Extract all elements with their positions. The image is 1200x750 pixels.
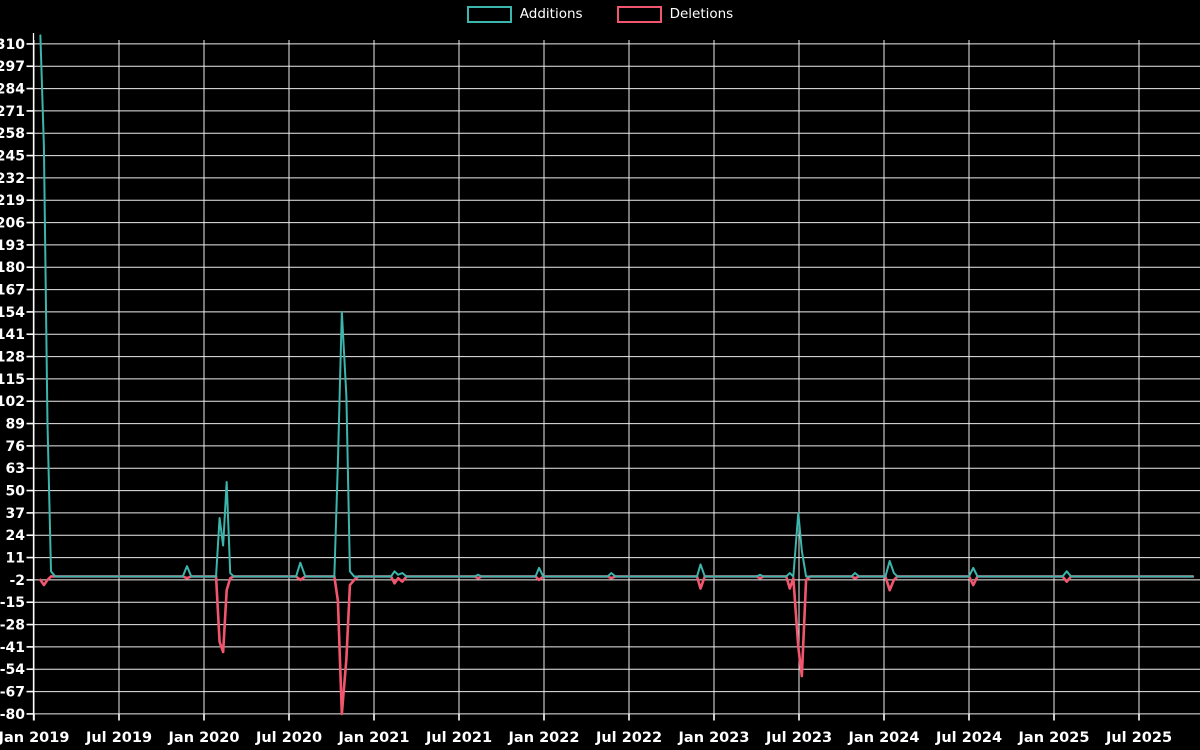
svg-text:115: 115 bbox=[0, 372, 25, 388]
svg-text:Jan 2021: Jan 2021 bbox=[338, 730, 410, 746]
svg-text:258: 258 bbox=[0, 126, 25, 142]
chart-legend: Additions Deletions bbox=[0, 6, 1200, 23]
deletions-swatch-icon bbox=[616, 6, 662, 23]
svg-text:245: 245 bbox=[0, 149, 25, 165]
svg-text:Jul 2024: Jul 2024 bbox=[935, 730, 1002, 746]
svg-text:50: 50 bbox=[6, 484, 26, 500]
svg-text:154: 154 bbox=[0, 305, 25, 321]
svg-text:89: 89 bbox=[6, 417, 25, 433]
legend-item-additions[interactable]: Additions bbox=[466, 5, 583, 23]
deletions-legend-label: Deletions bbox=[669, 5, 734, 22]
svg-text:271: 271 bbox=[0, 104, 25, 120]
svg-text:Jul 2019: Jul 2019 bbox=[85, 730, 152, 746]
svg-text:-15: -15 bbox=[0, 595, 25, 611]
svg-text:284: 284 bbox=[0, 82, 25, 98]
svg-text:76: 76 bbox=[6, 439, 25, 455]
svg-text:Jan 2022: Jan 2022 bbox=[508, 730, 580, 746]
svg-text:297: 297 bbox=[0, 59, 25, 75]
svg-text:-67: -67 bbox=[0, 685, 25, 701]
svg-text:206: 206 bbox=[0, 216, 25, 232]
svg-text:310: 310 bbox=[0, 37, 25, 53]
svg-text:Jul 2020: Jul 2020 bbox=[255, 730, 322, 746]
svg-text:-54: -54 bbox=[0, 662, 25, 678]
svg-text:Jan 2025: Jan 2025 bbox=[1018, 730, 1090, 746]
svg-text:-2: -2 bbox=[9, 573, 25, 589]
svg-text:-41: -41 bbox=[0, 640, 25, 656]
svg-text:Jan 2024: Jan 2024 bbox=[848, 730, 920, 746]
svg-text:11: 11 bbox=[6, 551, 25, 567]
svg-text:Jan 2020: Jan 2020 bbox=[168, 730, 240, 746]
legend-item-deletions[interactable]: Deletions bbox=[616, 5, 734, 23]
svg-text:-28: -28 bbox=[0, 618, 25, 634]
svg-text:102: 102 bbox=[0, 394, 25, 410]
svg-text:37: 37 bbox=[6, 506, 25, 522]
svg-text:232: 232 bbox=[0, 171, 25, 187]
svg-text:180: 180 bbox=[0, 260, 25, 276]
svg-text:167: 167 bbox=[0, 283, 25, 299]
additions-swatch-icon bbox=[466, 6, 512, 23]
svg-text:Jan 2023: Jan 2023 bbox=[678, 730, 750, 746]
svg-text:Jul 2021: Jul 2021 bbox=[425, 730, 492, 746]
svg-text:Jul 2023: Jul 2023 bbox=[765, 730, 832, 746]
svg-text:141: 141 bbox=[0, 327, 25, 343]
svg-text:219: 219 bbox=[0, 193, 25, 209]
svg-text:Jul 2025: Jul 2025 bbox=[1105, 730, 1172, 746]
svg-text:193: 193 bbox=[0, 238, 25, 254]
svg-text:Jul 2022: Jul 2022 bbox=[595, 730, 662, 746]
svg-text:24: 24 bbox=[6, 528, 26, 544]
svg-text:Jan 2019: Jan 2019 bbox=[0, 730, 69, 746]
svg-text:128: 128 bbox=[0, 350, 25, 366]
svg-text:63: 63 bbox=[6, 461, 25, 477]
svg-text:-80: -80 bbox=[0, 707, 25, 723]
additions-legend-label: Additions bbox=[519, 5, 583, 22]
